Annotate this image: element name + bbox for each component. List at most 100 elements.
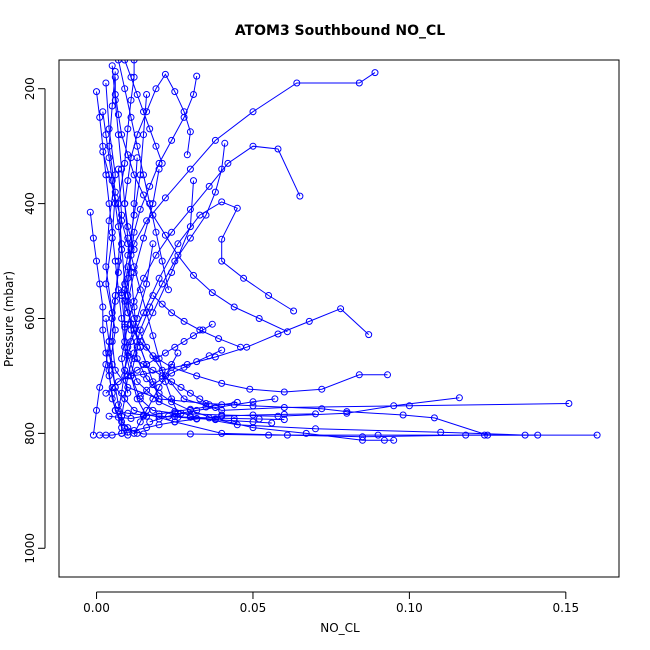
- data-point: [168, 369, 176, 377]
- data-point: [215, 335, 223, 343]
- data-point: [111, 194, 119, 202]
- data-point: [161, 231, 169, 239]
- data-point: [205, 401, 213, 409]
- data-point: [302, 429, 310, 437]
- y-axis-label: Pressure (mbar): [2, 271, 16, 367]
- series-line: [105, 318, 129, 436]
- data-point: [146, 303, 154, 311]
- data-point: [211, 188, 219, 196]
- data-point: [230, 303, 238, 311]
- data-point: [271, 395, 279, 403]
- data-point: [146, 418, 154, 426]
- data-point: [180, 317, 188, 325]
- data-point: [196, 395, 204, 403]
- data-point: [114, 223, 122, 231]
- data-point: [534, 431, 542, 439]
- data-point: [114, 131, 122, 139]
- data-point: [146, 125, 154, 133]
- data-point: [218, 198, 226, 206]
- data-point: [168, 228, 176, 236]
- data-point: [130, 60, 138, 64]
- data-point: [105, 200, 113, 208]
- data-point: [155, 412, 163, 420]
- data-point: [380, 436, 388, 444]
- data-point: [365, 331, 373, 339]
- data-point: [218, 412, 226, 420]
- data-point: [99, 108, 107, 116]
- data-point: [124, 309, 132, 317]
- data-point: [93, 88, 100, 96]
- data-point: [183, 151, 191, 159]
- data-point: [218, 257, 226, 265]
- data-point: [108, 102, 116, 110]
- data-point: [102, 349, 110, 357]
- profile-series: [155, 412, 288, 424]
- data-point: [205, 182, 213, 190]
- data-point: [177, 383, 185, 391]
- data-point: [161, 194, 169, 202]
- data-point: [437, 428, 445, 436]
- data-point: [337, 305, 345, 313]
- data-point: [114, 401, 122, 409]
- data-point: [105, 125, 113, 133]
- data-point: [155, 383, 163, 391]
- data-point: [168, 136, 176, 144]
- data-point: [155, 410, 163, 418]
- data-point: [102, 315, 110, 322]
- data-point: [165, 286, 172, 294]
- data-point: [143, 91, 151, 98]
- series-line: [92, 111, 123, 436]
- chart-title: ATOM3 Southbound NO_CL: [235, 23, 445, 39]
- data-point: [96, 383, 104, 391]
- data-point: [399, 411, 407, 419]
- y-tick-label: 800: [23, 422, 37, 445]
- data-point: [114, 286, 122, 294]
- data-point: [293, 79, 301, 87]
- data-point: [143, 309, 151, 317]
- data-point: [230, 415, 238, 422]
- data-point: [190, 177, 197, 185]
- series-line: [152, 295, 241, 348]
- profile-series: [96, 410, 319, 439]
- data-point: [124, 125, 132, 133]
- series-line: [117, 60, 169, 290]
- data-point: [158, 159, 166, 167]
- data-point: [121, 159, 129, 167]
- series-line: [111, 65, 138, 342]
- data-point: [108, 431, 116, 439]
- data-point: [105, 338, 113, 345]
- data-point: [305, 317, 313, 325]
- data-point: [565, 400, 573, 407]
- data-point: [118, 217, 126, 225]
- profile-series: [118, 292, 163, 403]
- data-point: [114, 60, 122, 64]
- data-point: [114, 378, 122, 386]
- data-point: [174, 251, 182, 259]
- series-line: [99, 413, 316, 436]
- series-line: [127, 157, 394, 441]
- data-point: [130, 406, 138, 414]
- data-point: [221, 139, 229, 147]
- data-point: [208, 320, 216, 328]
- data-point: [152, 85, 160, 93]
- data-point: [484, 431, 492, 439]
- data-point: [102, 131, 110, 139]
- data-point: [218, 346, 226, 354]
- data-point: [180, 108, 188, 116]
- data-point: [280, 410, 288, 418]
- data-point: [133, 378, 141, 386]
- data-point: [99, 148, 107, 156]
- data-point: [133, 91, 141, 98]
- series-line: [159, 415, 285, 421]
- data-point: [118, 412, 126, 420]
- data-point: [193, 372, 201, 380]
- data-point: [118, 292, 126, 299]
- data-point: [186, 413, 194, 421]
- data-point: [114, 111, 122, 119]
- series-line: [124, 60, 163, 164]
- series-line: [121, 145, 301, 394]
- series-line: [109, 401, 238, 420]
- data-point: [127, 269, 135, 276]
- data-point: [371, 69, 379, 77]
